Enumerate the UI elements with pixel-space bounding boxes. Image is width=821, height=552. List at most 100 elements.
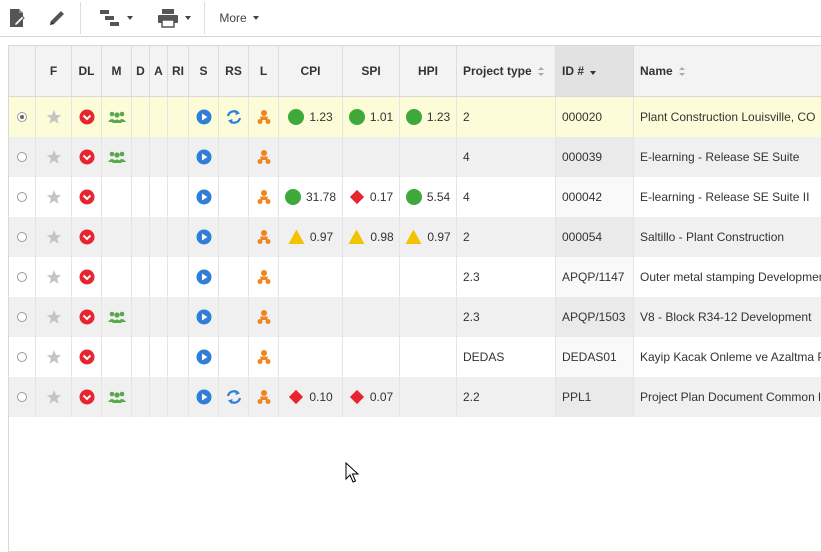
table-row[interactable]: 0.97 0.98 0.97 2 000054 Saltillo - Plant Cons…: [9, 217, 821, 257]
row-select-radio[interactable]: [17, 232, 27, 242]
favorite-star-icon[interactable]: [46, 109, 62, 125]
table-row[interactable]: 2.3 APQP/1147 Outer metal stamping Develop…: [9, 257, 821, 297]
cell-name[interactable]: V8 - Block R34-12 Development: [640, 310, 812, 324]
table-row[interactable]: 0.10 0.07 2.2 PPL1 Project Plan Document Com…: [9, 377, 821, 417]
team-members-icon[interactable]: [107, 150, 126, 164]
cell-select: [9, 257, 36, 297]
table-row[interactable]: 1.23 1.01 1.23 2 000020 Plant Construction Lo…: [9, 97, 821, 137]
cell-name[interactable]: Project Plan Document Common l: [640, 390, 821, 404]
refresh-icon[interactable]: [225, 109, 243, 125]
table-row[interactable]: 2.3 APQP/1503 V8 - Block R34-12 Developmen…: [9, 297, 821, 337]
hierarchy-dropdown-button[interactable]: [90, 0, 142, 36]
header-spi[interactable]: SPI: [343, 46, 400, 96]
favorite-star-icon[interactable]: [46, 269, 62, 285]
leader-person-icon[interactable]: [256, 389, 272, 405]
header-m[interactable]: M: [102, 46, 132, 96]
cell-d: [132, 377, 150, 417]
leader-person-icon[interactable]: [256, 269, 272, 285]
row-select-radio[interactable]: [17, 112, 27, 122]
header-l[interactable]: L: [249, 46, 279, 96]
header-rs[interactable]: RS: [219, 46, 249, 96]
cell-s: [189, 177, 219, 217]
cell-spi: 0.07: [343, 377, 400, 417]
row-select-radio[interactable]: [17, 352, 27, 362]
header-project-type[interactable]: Project type: [457, 46, 556, 96]
leader-person-icon[interactable]: [256, 189, 272, 205]
cell-m: [102, 257, 132, 297]
team-members-icon[interactable]: [107, 110, 126, 124]
play-status-icon[interactable]: [196, 189, 212, 205]
cell-rs: [219, 177, 249, 217]
cpi-indicator: 0.97: [288, 229, 333, 245]
play-status-icon[interactable]: [196, 149, 212, 165]
leader-person-icon[interactable]: [256, 349, 272, 365]
play-status-icon[interactable]: [196, 109, 212, 125]
cpi-indicator: 31.78: [284, 189, 336, 205]
leader-person-icon[interactable]: [256, 309, 272, 325]
team-members-icon[interactable]: [107, 390, 126, 404]
header-hpi[interactable]: HPI: [400, 46, 457, 96]
cell-name[interactable]: Saltillo - Plant Construction: [640, 230, 785, 244]
more-menu-button[interactable]: More: [210, 0, 268, 36]
team-members-icon[interactable]: [107, 310, 126, 324]
header-dl[interactable]: DL: [72, 46, 102, 96]
header-ri[interactable]: RI: [168, 46, 189, 96]
cell-name[interactable]: E-learning - Release SE Suite: [640, 150, 800, 164]
favorite-star-icon[interactable]: [46, 389, 62, 405]
table-row[interactable]: DEDAS DEDAS01 Kayip Kacak Onleme ve Azaltm…: [9, 337, 821, 377]
cell-name[interactable]: Kayip Kacak Onleme ve Azaltma P: [640, 350, 821, 364]
header-cpi[interactable]: CPI: [279, 46, 343, 96]
leader-person-icon[interactable]: [256, 229, 272, 245]
favorite-star-icon[interactable]: [46, 189, 62, 205]
sort-icon: [678, 66, 686, 76]
leader-person-icon[interactable]: [256, 149, 272, 165]
row-select-radio[interactable]: [17, 192, 27, 202]
header-name[interactable]: Name: [634, 46, 821, 96]
play-status-icon[interactable]: [196, 229, 212, 245]
status-green-icon: [288, 109, 305, 125]
cell-name[interactable]: Plant Construction Louisville, CO: [640, 110, 816, 124]
spi-value: 0.07: [369, 390, 394, 404]
chevron-down-icon: [252, 16, 259, 20]
favorite-star-icon[interactable]: [46, 349, 62, 365]
cell-name[interactable]: Outer metal stamping Development: [640, 270, 821, 284]
document-edit-icon[interactable]: [0, 0, 34, 36]
cell-cpi: 1.23: [279, 97, 343, 137]
favorite-star-icon[interactable]: [46, 229, 62, 245]
cell-hpi: [400, 337, 457, 377]
cell-d: [132, 137, 150, 177]
toolbar-separator: [80, 2, 81, 34]
header-f[interactable]: F: [36, 46, 72, 96]
header-s[interactable]: S: [189, 46, 219, 96]
row-select-radio[interactable]: [17, 392, 27, 402]
row-select-radio[interactable]: [17, 312, 27, 322]
cell-l: [249, 257, 279, 297]
leader-person-icon[interactable]: [256, 109, 272, 125]
header-id[interactable]: ID #: [556, 46, 634, 96]
table-row[interactable]: 4 000039 E-learning - Release SE Suite: [9, 137, 821, 177]
cell-id: PPL1: [556, 377, 634, 417]
cell-hpi: 1.23: [400, 97, 457, 137]
play-status-icon[interactable]: [196, 269, 212, 285]
grid-header: F DL M D A RI S RS L CPI SPI HPI Project…: [9, 46, 821, 97]
hpi-indicator: 1.23: [405, 109, 450, 125]
row-select-radio[interactable]: [17, 272, 27, 282]
table-row[interactable]: 31.78 0.17 5.54 4 000042 E-learning - Release…: [9, 177, 821, 217]
header-d[interactable]: D: [132, 46, 150, 96]
row-select-radio[interactable]: [17, 152, 27, 162]
play-status-icon[interactable]: [196, 389, 212, 405]
deadline-status-icon: [79, 109, 95, 125]
favorite-star-icon[interactable]: [46, 149, 62, 165]
status-green-icon: [284, 189, 301, 205]
header-a[interactable]: A: [150, 46, 168, 96]
play-status-icon[interactable]: [196, 309, 212, 325]
play-status-icon[interactable]: [196, 349, 212, 365]
cell-d: [132, 337, 150, 377]
status-yellow-icon: [288, 229, 305, 245]
print-dropdown-button[interactable]: [148, 0, 200, 36]
cell-name[interactable]: E-learning - Release SE Suite II: [640, 190, 810, 204]
cell-hpi: [400, 377, 457, 417]
refresh-icon[interactable]: [225, 389, 243, 405]
favorite-star-icon[interactable]: [46, 309, 62, 325]
pencil-icon[interactable]: [40, 0, 74, 36]
